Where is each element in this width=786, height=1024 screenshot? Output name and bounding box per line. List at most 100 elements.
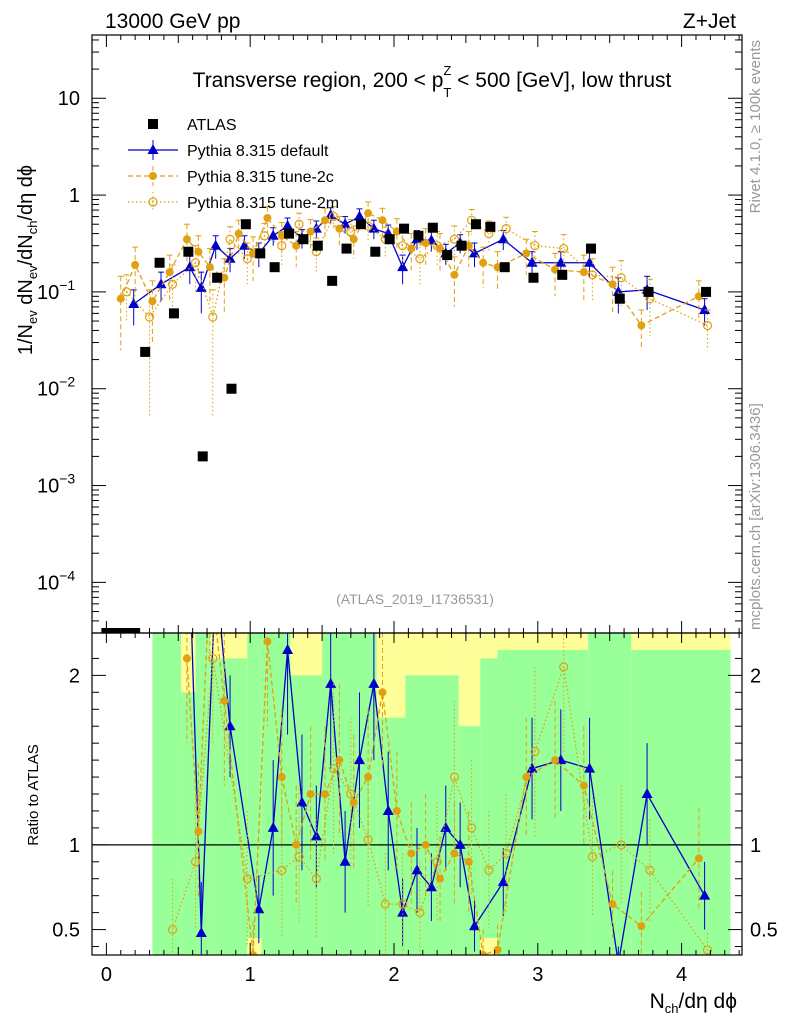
ratio-point-default bbox=[353, 754, 365, 765]
main-y-tick-label: 1 bbox=[69, 185, 80, 207]
main-point-default bbox=[195, 281, 207, 292]
ratio-point-tune-2m bbox=[432, 857, 442, 867]
ratio-point-tune-2c bbox=[551, 756, 560, 765]
ratio-point-default bbox=[584, 762, 596, 773]
ratio-point-tune-2c bbox=[464, 857, 473, 866]
ratio-point-tune-2c bbox=[277, 773, 286, 782]
ratio-point-default bbox=[699, 889, 711, 900]
main-y-tick-exponent: −4 bbox=[59, 567, 75, 583]
main-point-tune-2c bbox=[407, 244, 416, 253]
analysis-watermark: (ATLAS_2019_I1736531) bbox=[336, 591, 494, 607]
main-point-tune-2m bbox=[559, 244, 569, 254]
ratio-point-default bbox=[282, 643, 294, 654]
main-point-tune-2c bbox=[392, 227, 401, 236]
main-point-default bbox=[397, 261, 409, 272]
main-point-tune-2c bbox=[320, 216, 329, 225]
ratio-y-axis-label: Ratio to ATLAS bbox=[25, 744, 42, 845]
main-point-tune-2c bbox=[608, 280, 617, 289]
main-y-tick-base: 10 bbox=[37, 476, 59, 498]
main-point-atlas bbox=[427, 222, 438, 233]
main-point-atlas bbox=[485, 221, 496, 232]
ratio-band-green bbox=[376, 717, 406, 955]
ratio-point-tune-2c bbox=[349, 798, 358, 807]
ratio-point-default bbox=[296, 796, 308, 807]
ratio-point-tune-2c bbox=[579, 781, 588, 790]
main-point-tune-2c bbox=[249, 249, 258, 258]
ratio-band-green bbox=[497, 649, 589, 955]
main-point-default bbox=[155, 278, 167, 289]
main-point-atlas bbox=[370, 246, 381, 257]
main-y-tick-base: 10 bbox=[37, 572, 59, 594]
ratio-y-tick-label-left: 0.5 bbox=[52, 920, 80, 942]
ratio-point-tune-2m bbox=[587, 852, 598, 862]
title-part-post: < 500 [GeV], low thrust bbox=[451, 69, 671, 92]
main-y-tick-base: 1 bbox=[69, 185, 80, 207]
ratio-uncertainty-bands bbox=[92, 633, 742, 955]
ratio-band-green bbox=[290, 675, 323, 955]
ratio-point-tune-2c bbox=[335, 756, 344, 765]
ratio-y-tick-label-right: 0.5 bbox=[750, 920, 778, 942]
main-point-default bbox=[184, 261, 196, 272]
ratio-point-default bbox=[425, 881, 437, 892]
ratio-point-default bbox=[339, 855, 351, 866]
main-point-tune-2c bbox=[182, 235, 191, 244]
main-point-tune-2c bbox=[450, 270, 459, 279]
main-point-tune-2m bbox=[346, 226, 356, 237]
legend-label: Pythia 8.315 tune-2c bbox=[187, 169, 334, 186]
ratio-point-tune-2m bbox=[702, 945, 713, 955]
main-point-tune-2c bbox=[364, 209, 373, 218]
main-point-tune-2c bbox=[335, 224, 344, 233]
main-point-atlas bbox=[255, 248, 266, 259]
ratio-y-tick-label-left: 1 bbox=[69, 835, 80, 857]
ratio-point-tune-2c bbox=[392, 806, 401, 815]
ratio-point-tune-2c bbox=[182, 654, 191, 663]
main-y-tick-base: 10 bbox=[58, 88, 80, 110]
ratio-band-green bbox=[631, 649, 731, 955]
ratio-point-tune-2m bbox=[467, 823, 477, 833]
ratio-point-tune-2m bbox=[415, 908, 425, 918]
ratio-point-default bbox=[469, 920, 481, 931]
main-point-tune-2m bbox=[328, 211, 339, 222]
ratio-point-tune-2m bbox=[559, 662, 569, 672]
main-point-atlas bbox=[499, 262, 510, 273]
legend-marker-default bbox=[147, 144, 159, 154]
main-point-atlas bbox=[284, 228, 295, 239]
main-point-tune-2c bbox=[165, 268, 174, 277]
ratio-band-green bbox=[458, 726, 481, 955]
ratio-point-tune-2m bbox=[346, 789, 356, 799]
main-point-atlas bbox=[399, 223, 410, 234]
main-line-tune-2m bbox=[126, 215, 708, 327]
main-point-atlas bbox=[701, 286, 712, 297]
main-point-tune-2c bbox=[349, 235, 358, 244]
main-point-default bbox=[584, 256, 596, 267]
main-point-tune-2c bbox=[194, 247, 203, 256]
main-point-atlas bbox=[154, 257, 165, 268]
ratio-point-default bbox=[411, 864, 423, 875]
main-y-tick-label: 10−4 bbox=[37, 567, 75, 594]
main-point-atlas bbox=[442, 250, 453, 261]
ratio-band-green bbox=[209, 658, 248, 955]
legend-marker-tune-2m bbox=[148, 197, 158, 207]
main-point-tune-2c bbox=[234, 229, 243, 238]
main-point-default bbox=[497, 233, 509, 244]
main-point-tune-2m bbox=[277, 241, 287, 251]
ratio-point-tune-2m bbox=[190, 857, 201, 867]
main-point-tune-2m bbox=[190, 258, 201, 268]
ratio-point-tune-2m bbox=[484, 865, 494, 875]
ratio-series-group bbox=[167, 633, 713, 955]
ratio-line-tune-2c bbox=[186, 633, 700, 955]
main-point-tune-2c bbox=[464, 241, 473, 250]
ratio-point-tune-2c bbox=[306, 790, 315, 798]
title-part-pre: Transverse region, 200 < p bbox=[193, 69, 444, 92]
main-point-tune-2c bbox=[551, 265, 560, 274]
main-point-tune-2c bbox=[378, 216, 387, 225]
main-point-tune-2m bbox=[167, 279, 178, 289]
main-point-tune-2c bbox=[131, 260, 140, 269]
main-point-atlas bbox=[586, 243, 597, 254]
ratio-point-default bbox=[382, 804, 394, 815]
main-y-tick-base: 10 bbox=[37, 282, 59, 304]
main-point-atlas bbox=[108, 628, 119, 633]
main-point-tune-2m bbox=[294, 219, 304, 229]
main-point-atlas bbox=[456, 240, 467, 251]
